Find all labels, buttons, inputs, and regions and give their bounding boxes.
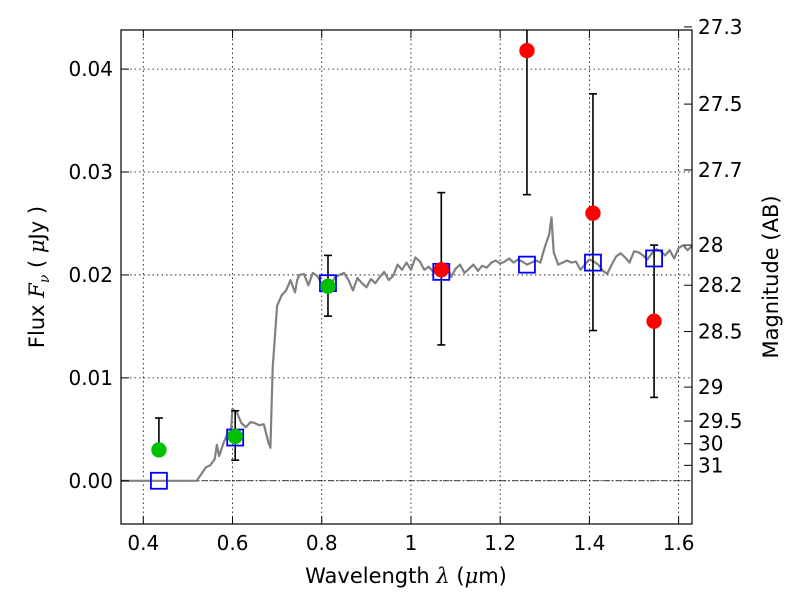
right-tick-label: 29 (698, 375, 723, 399)
observed-flux-point (227, 428, 243, 445)
right-tick-label: 27.3 (698, 15, 743, 39)
observed-flux-point (519, 42, 535, 59)
x-axis-label: Wavelength λ (μm) (305, 564, 507, 588)
y-tick-labels: 0.00 0.01 0.02 0.03 0.04 (68, 57, 113, 493)
x-tick-label: 0.6 (217, 531, 249, 555)
x-tick-label: 1.2 (484, 531, 516, 555)
observed-flux-point (151, 442, 167, 458)
axis-ticks (121, 26, 692, 524)
right-tick-label: 27.7 (698, 158, 743, 182)
observed-flux-point (585, 205, 601, 221)
y-tick-label: 0.00 (68, 469, 113, 493)
x-tick-labels: 0.4 0.6 0.8 1 1.2 1.4 1.6 (127, 531, 694, 555)
observed-flux-point (433, 262, 450, 278)
error-bars (154, 30, 659, 461)
right-tick-label: 28.2 (698, 273, 743, 297)
model-photometry-squares (150, 249, 663, 490)
x-tick-label: 0.4 (127, 531, 159, 555)
y-axis-label: Flux Fν ( μJy ) (25, 206, 53, 348)
model-photometry-square (584, 253, 602, 272)
observed-flux-point (320, 278, 336, 295)
x-tick-label: 1 (405, 531, 418, 555)
x-tick-label: 1.4 (573, 531, 605, 555)
observed-points (151, 42, 662, 458)
right-tick-label: 31 (698, 453, 723, 477)
model-sed-line (121, 216, 693, 482)
grid-lines (121, 30, 692, 524)
y-tick-label: 0.02 (68, 263, 113, 287)
x-tick-label: 0.8 (306, 531, 338, 555)
right-tick-label: 27.5 (698, 92, 743, 116)
model-photometry-square (518, 255, 536, 274)
y-tick-label: 0.01 (68, 366, 113, 390)
right-tick-label: 28.5 (698, 320, 743, 344)
model-photometry-square (150, 471, 168, 490)
plot-frame (120, 29, 693, 525)
observed-flux-point (646, 313, 662, 330)
y-tick-label: 0.03 (68, 160, 113, 184)
right-tick-label: 30 (698, 432, 723, 456)
y-tick-label: 0.04 (68, 57, 113, 81)
model-photometry-square (645, 249, 663, 268)
right-tick-label: 28 (698, 233, 723, 257)
y2-axis-label: Magnitude (AB) (759, 195, 783, 358)
model-sed (121, 216, 693, 482)
right-tick-label: 29.5 (698, 409, 743, 433)
x-tick-label: 1.6 (663, 531, 695, 555)
